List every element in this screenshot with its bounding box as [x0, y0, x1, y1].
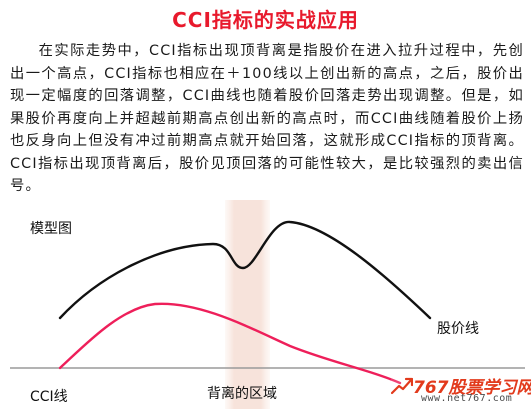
- divergence-zone: [225, 200, 270, 409]
- model-label: 模型图: [30, 221, 72, 237]
- site-watermark: 767股票学习网 www.net767.com: [391, 373, 531, 407]
- price-line-label: 股价线: [437, 321, 479, 337]
- divergence-diagram: [10, 200, 525, 409]
- divergence-zone-label: 背离的区域: [207, 386, 277, 402]
- watermark-brand: 767股票学习网: [413, 378, 531, 398]
- watermark-url: www.net767.com: [421, 393, 513, 404]
- logo-arrow-icon: [391, 377, 413, 395]
- cci-line-label: CCI线: [30, 389, 68, 405]
- description-paragraph: 在实际走势中，CCI指标出现顶背离是指股价在进入拉升过程中，先创出一个高点，CC…: [10, 43, 524, 194]
- price-line: [58, 220, 432, 320]
- page-title: CCI指标的实战应用: [172, 8, 359, 32]
- cci-line: [58, 302, 402, 385]
